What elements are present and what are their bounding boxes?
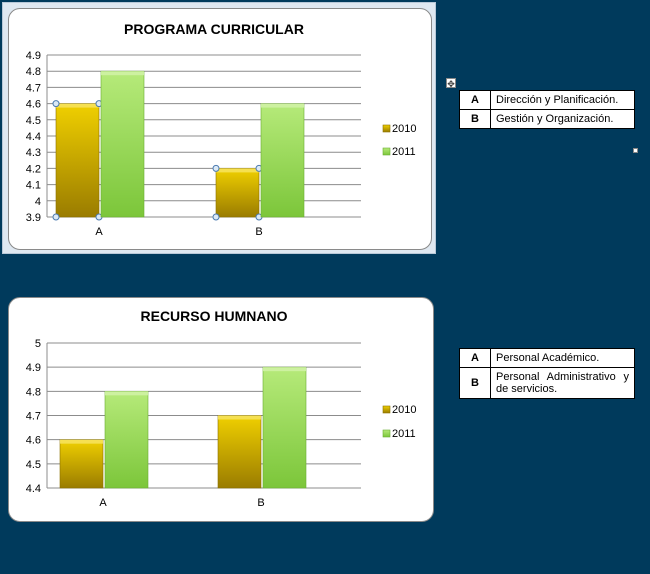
y-tick-label: 4.6 <box>26 99 41 111</box>
chart-title: RECURSO HUMNANO <box>141 308 288 324</box>
y-tick-label: 4.7 <box>26 82 41 94</box>
legend-label-2011: 2011 <box>392 146 416 158</box>
chart-recurso-humnano[interactable]: RECURSO HUMNANO 4.4 4.5 4.6 4.7 4.8 4.9 5 A B 2010… <box>8 297 434 522</box>
bar-2010-A <box>55 103 100 218</box>
bar-top-highlight <box>218 415 261 420</box>
y-tick-label: 4.5 <box>26 115 41 127</box>
bar-2011-A <box>100 70 145 218</box>
y-tick-label: 4.7 <box>26 411 41 423</box>
table-text-cell: Personal Administrativo y de servicios. <box>490 367 635 399</box>
chart-svg-recurso-humnano: RECURSO HUMNANO 4.4 4.5 4.6 4.7 4.8 4.9 5 A B 2010… <box>26 308 417 509</box>
table-text-cell: Personal Académico. <box>490 348 635 368</box>
x-tick-label: B <box>255 226 262 238</box>
table-row: A Personal Académico. <box>459 348 635 368</box>
x-tick-label: A <box>99 497 107 509</box>
table-key-cell: A <box>459 90 491 110</box>
bar-top-highlight <box>60 439 103 444</box>
selection-handle <box>52 100 60 108</box>
selection-handle <box>212 213 220 221</box>
table-text-cell: Dirección y Planificación. <box>490 90 635 110</box>
legend-label-2010: 2010 <box>392 123 416 135</box>
bar-top-highlight <box>56 103 99 108</box>
bar-top-highlight <box>216 168 259 173</box>
y-tick-label: 4 <box>35 196 41 208</box>
selection-handle <box>52 213 60 221</box>
y-tick-label: 5 <box>35 338 41 350</box>
y-tick-label: 4.9 <box>26 50 41 62</box>
bar-2010-A <box>59 439 104 489</box>
y-tick-label: 4.4 <box>26 483 41 495</box>
chart-programa-curricular[interactable]: PROGRAMA CURRICULAR 3.9 4 4.1 4.2 4.3 4.4 4.5 4.… <box>8 8 432 250</box>
x-tick-label: A <box>95 226 103 238</box>
table-text-cell: Gestión y Organización. <box>490 109 635 129</box>
legend-swatch-2010 <box>382 124 391 133</box>
y-tick-label: 4.8 <box>26 66 41 78</box>
y-tick-label: 3.9 <box>26 212 41 224</box>
legend-swatch-2011 <box>382 429 391 438</box>
legend-swatch-2011 <box>382 147 391 156</box>
y-tick-label: 4.8 <box>26 386 41 398</box>
y-tick-label: 4.3 <box>26 147 41 159</box>
bar-top-highlight <box>263 367 306 372</box>
y-tick-label: 4.1 <box>26 180 41 192</box>
table-key-cell: B <box>459 367 491 399</box>
y-tick-label: 4.4 <box>26 131 41 143</box>
bar-2010-B <box>215 168 260 218</box>
x-tick-label: B <box>257 497 264 509</box>
resize-handle-icon[interactable] <box>633 148 638 153</box>
legend-swatch-2010 <box>382 405 391 414</box>
bar-2011-B <box>262 366 307 489</box>
bar-top-highlight <box>261 103 304 108</box>
bar-2011-B <box>260 103 305 218</box>
chart-title: PROGRAMA CURRICULAR <box>124 21 304 37</box>
table-key-cell: A <box>459 348 491 368</box>
move-icon[interactable]: ✥ <box>446 78 456 89</box>
y-tick-label: 4.5 <box>26 459 41 471</box>
table-row: B Personal Administrativo y de servicios… <box>459 367 635 399</box>
legend-table-programa: A Dirección y Planificación. B Gestión y… <box>459 90 635 129</box>
legend-table-recurso: A Personal Académico. B Personal Adminis… <box>459 348 635 399</box>
selection-handle <box>212 164 220 172</box>
y-tick-label: 4.9 <box>26 362 41 374</box>
bar-2011-A <box>104 391 149 489</box>
table-row: B Gestión y Organización. <box>459 109 635 129</box>
bar-top-highlight <box>101 71 144 76</box>
bar-top-highlight <box>105 391 148 396</box>
y-tick-label: 4.6 <box>26 435 41 447</box>
legend-label-2010: 2010 <box>392 404 416 416</box>
table-row: A Dirección y Planificación. <box>459 90 635 110</box>
legend-label-2011: 2011 <box>392 428 416 440</box>
bar-2010-B <box>217 415 262 489</box>
table-key-cell: B <box>459 109 491 129</box>
y-tick-label: 4.2 <box>26 163 41 175</box>
chart-svg-programa-curricular: PROGRAMA CURRICULAR 3.9 4 4.1 4.2 4.3 4.4 4.5 4.… <box>26 21 417 238</box>
